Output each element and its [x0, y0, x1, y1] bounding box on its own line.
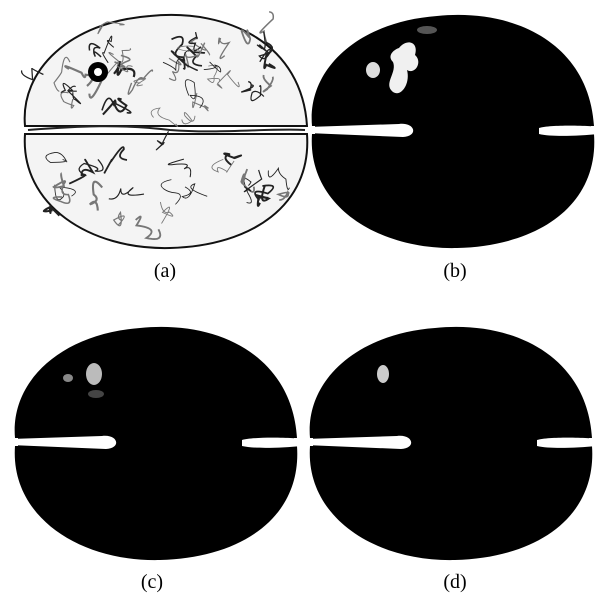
brain-hemisphere	[15, 446, 298, 560]
brain-hemisphere	[310, 446, 593, 560]
brain-hemisphere	[15, 327, 297, 438]
panel-label: (a)	[154, 260, 176, 282]
panel-label: (b)	[443, 260, 466, 282]
panel-c-image	[10, 327, 302, 560]
brain-hemisphere	[310, 327, 592, 438]
gyrus	[260, 12, 273, 43]
activation-spot	[366, 62, 380, 78]
activation-spot	[86, 363, 102, 385]
activation-spot	[88, 390, 104, 398]
activation-spot	[417, 26, 437, 34]
panel-label: (c)	[141, 571, 163, 593]
panel-a-image	[22, 12, 308, 248]
marker-center	[94, 68, 102, 76]
page: (a) (b) (c) (d) (() => { const data = JS…	[0, 0, 599, 604]
figure: (a) (b) (c) (d)	[0, 0, 599, 604]
activation-spot	[63, 374, 73, 382]
brain-hemisphere	[312, 134, 595, 248]
brain-hemisphere	[25, 134, 308, 248]
brain-hemisphere	[312, 15, 594, 126]
panel-d-image	[305, 327, 597, 560]
panel-b-image	[307, 15, 599, 248]
activation-spot	[377, 365, 389, 383]
panel-label: (d)	[443, 571, 466, 593]
